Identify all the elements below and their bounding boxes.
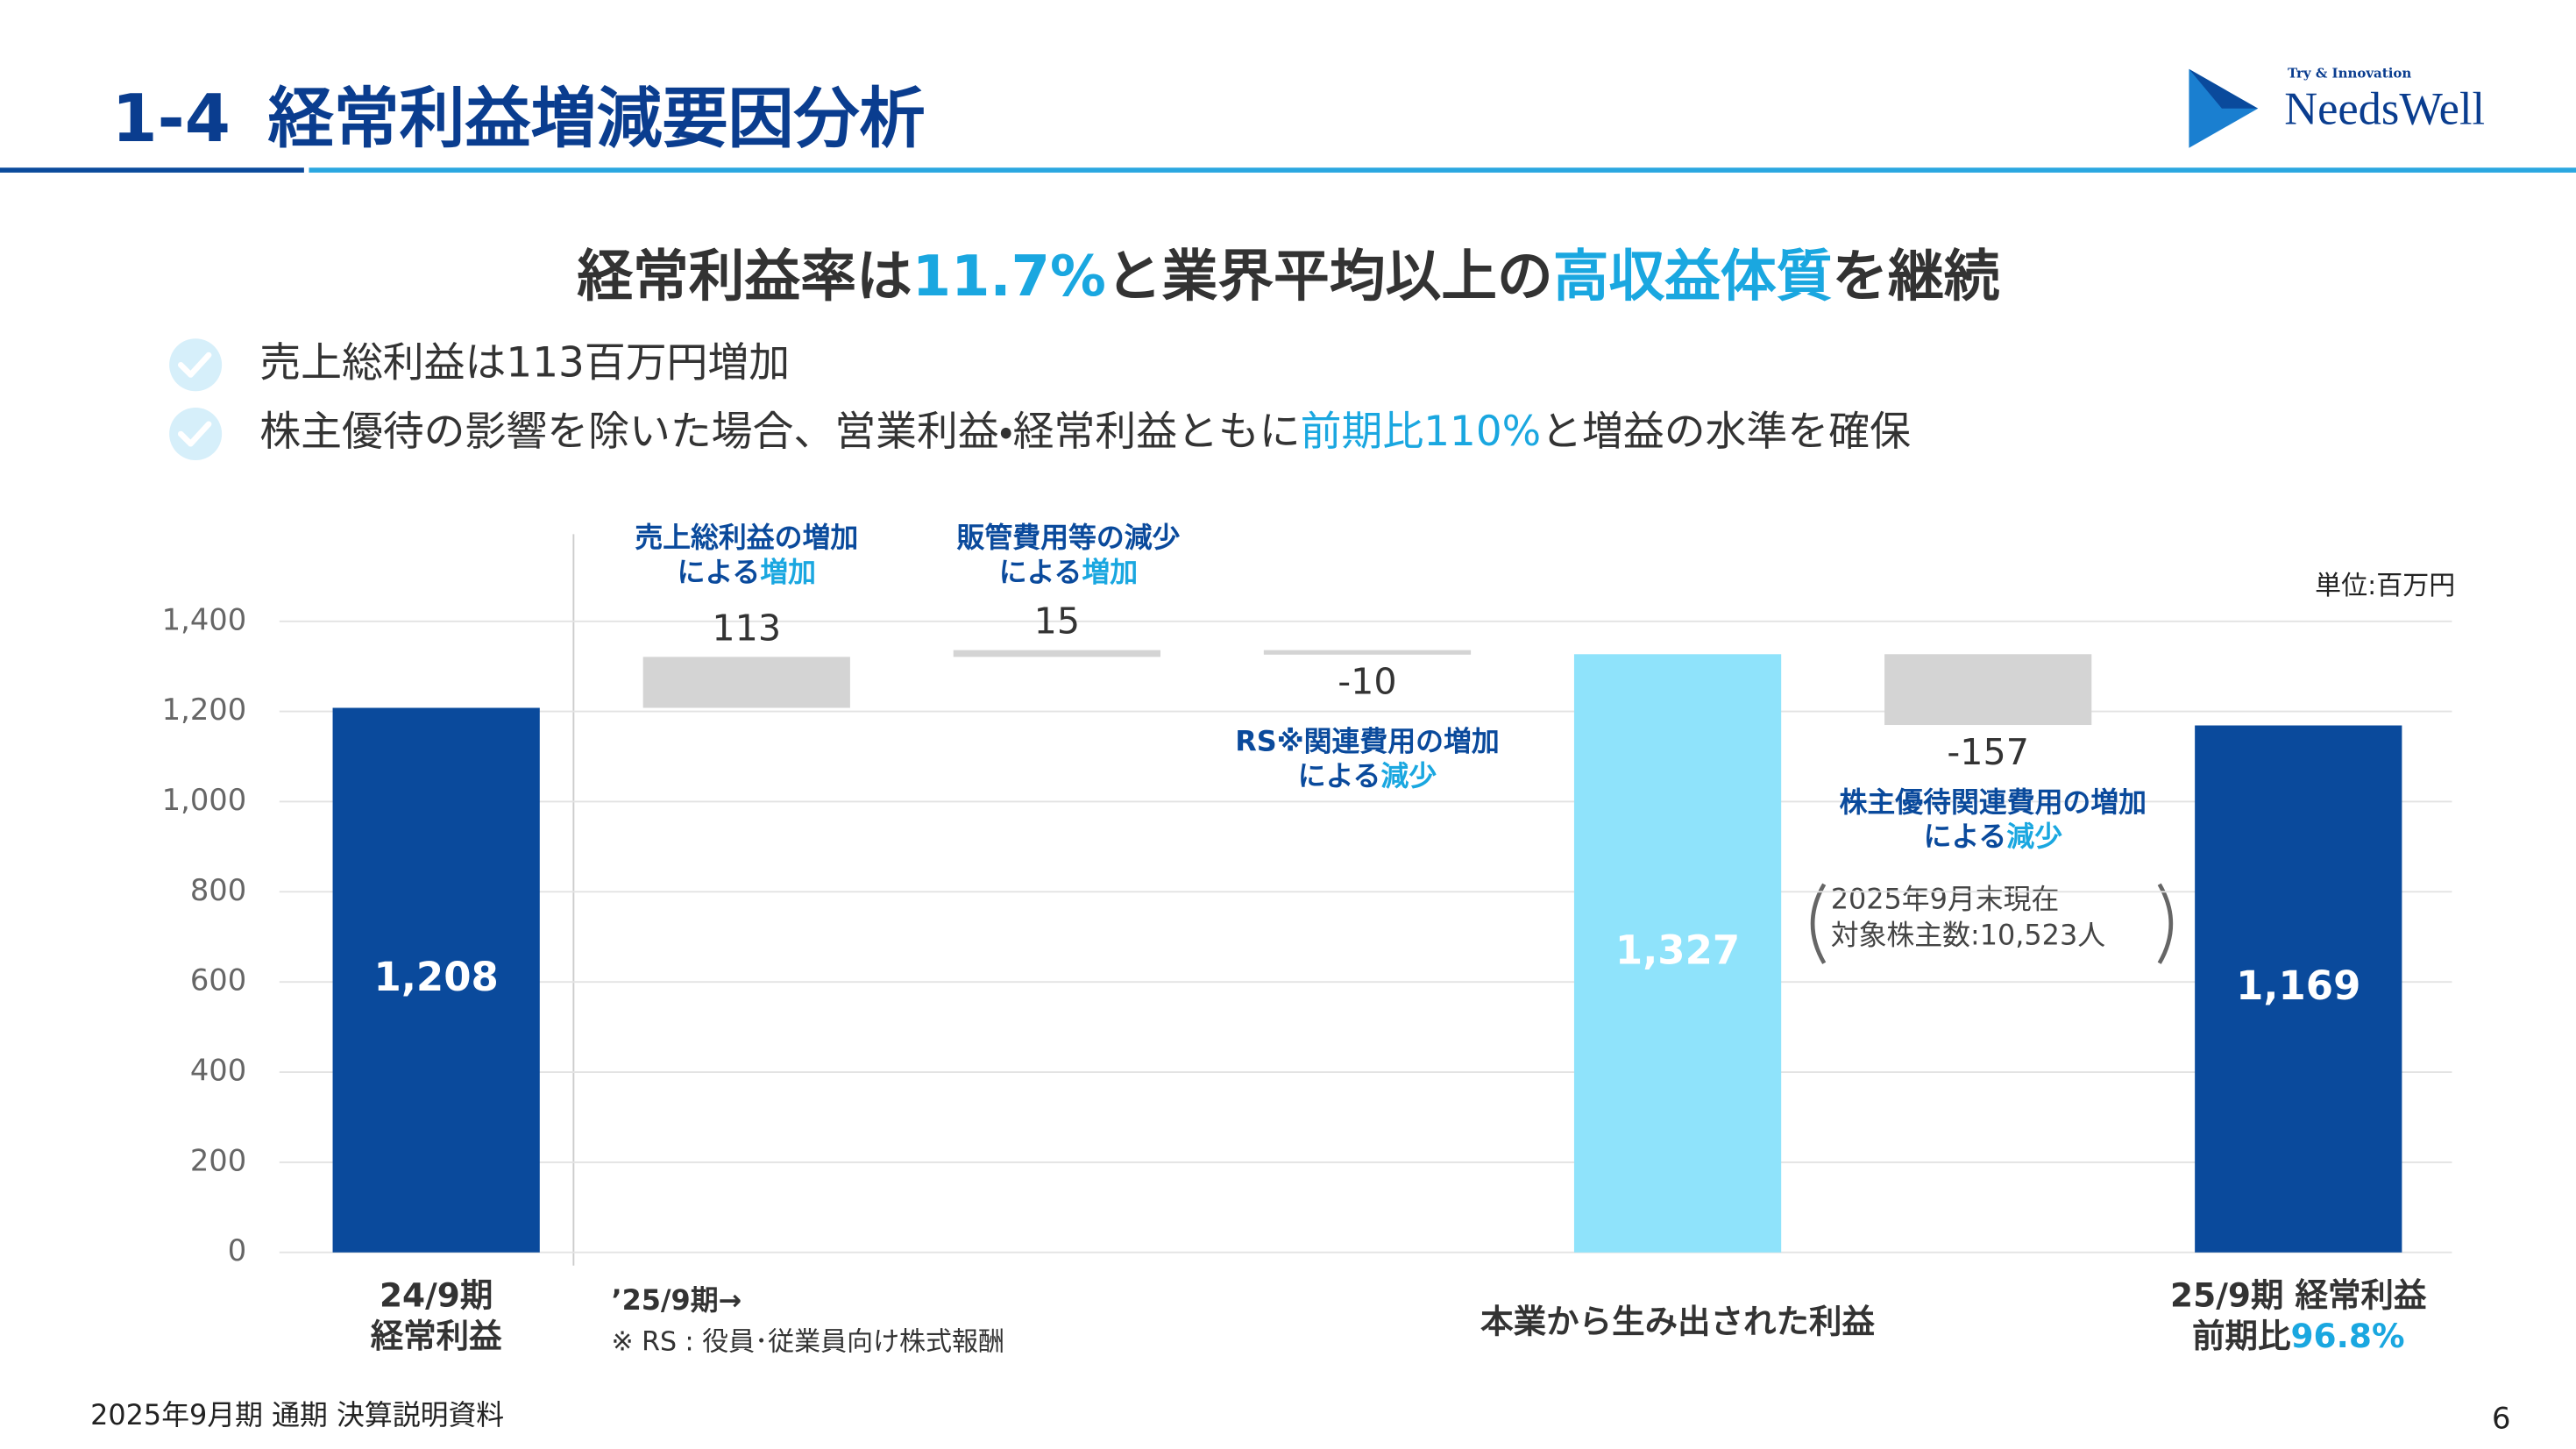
text-segment: による: [1924, 820, 2007, 853]
unit-label: 単位:百万円: [2315, 571, 2455, 601]
text-segment: 販管費用等の減少: [957, 521, 1181, 554]
shareholder-note: 2025年9月末現在: [1831, 882, 2060, 915]
text-segment: 増加: [1082, 555, 1138, 588]
text-segment: 減少: [1380, 759, 1437, 792]
value-label: 113: [712, 607, 781, 649]
text-segment: 増加: [760, 555, 816, 588]
x-tick-label: 24/9期: [380, 1275, 493, 1314]
annotation: 売上総利益の増加: [635, 521, 858, 554]
bullet-text: 株主優待の影響を除いた場合、営業利益・経常利益ともに前期比110%と増益の水準を…: [259, 408, 1911, 456]
text-segment: RS※関連費用の増加: [1235, 724, 1499, 757]
value-label: 1,169: [2236, 962, 2360, 1009]
value-label: 1,208: [374, 954, 499, 1000]
text-segment: 前期比110%: [1301, 408, 1542, 456]
y-tick-label: 1,200: [162, 693, 247, 727]
value-label: 1,327: [1615, 927, 1740, 974]
text-segment: 高収益体質: [1553, 244, 1833, 309]
page-number: 6: [2492, 1401, 2510, 1435]
text-segment: 本業から生み出された利益: [1480, 1302, 1875, 1340]
headline: 経常利益率は11.7%と業界平均以上の高収益体質を継続: [577, 244, 1999, 309]
check-icon: [169, 338, 223, 392]
x-tick-label: 25/9期 経常利益: [2170, 1275, 2427, 1314]
x-tick-label: 経常利益: [371, 1317, 502, 1355]
y-tick-label: 400: [190, 1054, 246, 1088]
check-mark: [177, 421, 212, 447]
bar: [2195, 725, 2402, 1253]
text-segment: と増益の水準を確保: [1541, 408, 1911, 456]
logo-tagline: Try & Innovation: [2288, 65, 2411, 81]
text-segment: による: [999, 555, 1082, 588]
text-segment: 株主優待関連費用の増加: [1840, 785, 2147, 819]
footer-source: 2025年9月期 通期 決算説明資料: [90, 1398, 504, 1431]
text-segment: 株主優待の影響を除いた場合、営業利益・経常利益ともに: [259, 408, 1300, 456]
title-rule: [0, 167, 304, 173]
text-segment: 25/9期 経常利益: [2170, 1275, 2427, 1314]
annotation: RS※関連費用の増加: [1235, 724, 1499, 757]
x-tick-label: 前期比96.8%: [2192, 1317, 2405, 1355]
period-note: ’25/9期→: [611, 1283, 742, 1317]
title-rule: [309, 167, 2576, 173]
check-mark: [177, 352, 212, 378]
annotation: 株主優待関連費用の増加: [1840, 785, 2147, 819]
annotation: による増加: [999, 555, 1138, 588]
annotation: による増加: [678, 555, 816, 588]
text-segment: 11.7%: [912, 244, 1106, 309]
value-label: -10: [1338, 661, 1396, 703]
section-number: 1-4: [111, 80, 230, 157]
value-label: -157: [1947, 731, 2029, 773]
text-segment: 経常利益: [371, 1317, 502, 1355]
page-title: 経常利益増減要因分析: [268, 80, 926, 157]
text-segment: 96.8%: [2290, 1317, 2404, 1355]
shareholder-note: 対象株主数:10,523人: [1831, 919, 2105, 952]
text-segment: による: [678, 555, 761, 588]
bar: [332, 707, 540, 1253]
y-tick-label: 0: [228, 1233, 246, 1268]
annotation: による減少: [1924, 820, 2062, 853]
y-tick-label: 600: [190, 963, 246, 998]
bar: [642, 657, 850, 708]
footnote: ※ RS : 役員･従業員向け株式報酬: [611, 1326, 1004, 1357]
y-tick-label: 200: [190, 1143, 246, 1177]
annotation: による減少: [1298, 759, 1437, 792]
text-segment: 減少: [2006, 820, 2062, 853]
bar: [1263, 650, 1472, 655]
bar: [1573, 654, 1782, 1253]
logo-name: NeedsWell: [2284, 83, 2485, 134]
bar: [953, 650, 1160, 657]
text-segment: 経常利益率は: [577, 244, 912, 309]
bar: [1884, 654, 2092, 726]
y-tick-label: 800: [190, 873, 246, 907]
text-segment: 売上総利益は113百万円増加: [259, 338, 790, 387]
y-tick-label: 1,000: [162, 783, 247, 817]
x-tick-label: 本業から生み出された利益: [1480, 1302, 1875, 1340]
text-segment: と業界平均以上の: [1106, 244, 1553, 309]
bullets: 売上総利益は113百万円増加株主優待の影響を除いた場合、営業利益・経常利益ともに…: [169, 338, 1911, 461]
text-segment: 売上総利益の増加: [635, 521, 858, 554]
text-segment: 24/9期: [380, 1275, 493, 1314]
text-segment: を継続: [1832, 244, 1999, 309]
text-segment: 前期比: [2192, 1317, 2290, 1355]
annotation: 販管費用等の減少: [957, 521, 1181, 554]
y-tick-label: 1,400: [162, 602, 247, 636]
check-icon: [169, 408, 223, 461]
bullet-text: 売上総利益は113百万円増加: [259, 338, 790, 387]
text-segment: による: [1298, 759, 1381, 792]
value-label: 15: [1034, 600, 1080, 643]
